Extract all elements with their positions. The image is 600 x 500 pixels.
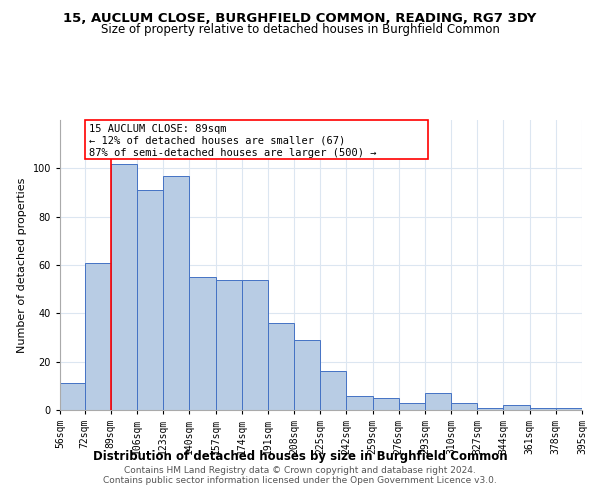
Bar xyxy=(60,384,85,410)
Bar xyxy=(503,405,530,410)
Bar xyxy=(530,408,556,410)
Bar xyxy=(190,277,215,410)
Bar xyxy=(242,280,268,410)
Text: 15, AUCLUM CLOSE, BURGHFIELD COMMON, READING, RG7 3DY: 15, AUCLUM CLOSE, BURGHFIELD COMMON, REA… xyxy=(64,12,536,26)
Text: Distribution of detached houses by size in Burghfield Common: Distribution of detached houses by size … xyxy=(92,450,508,463)
FancyBboxPatch shape xyxy=(85,120,428,158)
Bar xyxy=(346,396,373,410)
Text: Size of property relative to detached houses in Burghfield Common: Size of property relative to detached ho… xyxy=(101,22,499,36)
Bar xyxy=(137,190,163,410)
Bar xyxy=(215,280,242,410)
Bar xyxy=(320,372,346,410)
Text: Contains HM Land Registry data © Crown copyright and database right 2024.
Contai: Contains HM Land Registry data © Crown c… xyxy=(103,466,497,485)
Text: 87% of semi-detached houses are larger (500) →: 87% of semi-detached houses are larger (… xyxy=(89,148,377,158)
Bar xyxy=(556,408,582,410)
Text: 15 AUCLUM CLOSE: 89sqm: 15 AUCLUM CLOSE: 89sqm xyxy=(89,124,227,134)
Bar xyxy=(425,393,451,410)
Bar xyxy=(399,403,425,410)
Bar xyxy=(268,323,294,410)
Text: ← 12% of detached houses are smaller (67): ← 12% of detached houses are smaller (67… xyxy=(89,136,346,145)
Y-axis label: Number of detached properties: Number of detached properties xyxy=(17,178,27,352)
Bar xyxy=(451,403,477,410)
Bar xyxy=(85,262,111,410)
Bar xyxy=(111,164,137,410)
Bar xyxy=(163,176,190,410)
Bar xyxy=(294,340,320,410)
Bar xyxy=(373,398,399,410)
Bar xyxy=(477,408,503,410)
